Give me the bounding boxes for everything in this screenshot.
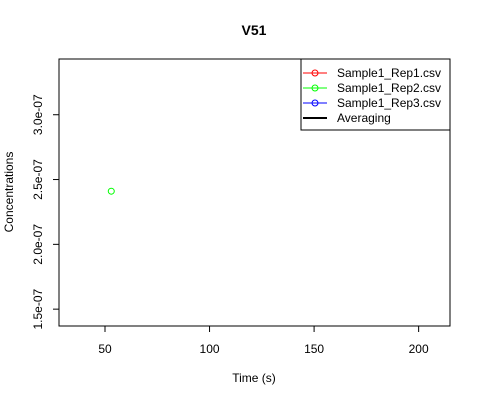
x-tick-label: 100 xyxy=(200,342,220,356)
legend-marker xyxy=(311,69,319,77)
legend-label: Sample1_Rep1.csv xyxy=(337,66,441,80)
legend-marker xyxy=(311,84,319,92)
data-points xyxy=(107,187,115,195)
x-tick-label: 200 xyxy=(409,342,429,356)
legend: Sample1_Rep1.csvSample1_Rep2.csvSample1_… xyxy=(300,58,451,131)
legend-label: Sample1_Rep3.csv xyxy=(337,96,441,110)
y-tick-label: 2.0e-07 xyxy=(31,224,45,265)
legend-label: Sample1_Rep2.csv xyxy=(337,81,441,95)
x-tick-label: 150 xyxy=(304,342,324,356)
y-axis: 1.5e-07 2.0e-07 2.5e-07 3.0e-07 xyxy=(31,94,59,330)
y-tick-label: 3.0e-07 xyxy=(31,94,45,135)
plot-area-frame xyxy=(58,58,451,327)
y-axis-title: Concentrations xyxy=(2,152,16,233)
x-tick-label: 50 xyxy=(98,342,112,356)
y-tick-label: 1.5e-07 xyxy=(31,288,45,329)
data-point xyxy=(107,187,115,195)
y-tick-label: 2.5e-07 xyxy=(31,159,45,200)
x-axis: 50 100 150 200 xyxy=(98,326,429,356)
x-axis-title: Time (s) xyxy=(232,371,276,385)
legend-marker xyxy=(311,99,319,107)
legend-label: Averaging xyxy=(337,111,391,125)
chart-title: V51 xyxy=(242,22,267,38)
